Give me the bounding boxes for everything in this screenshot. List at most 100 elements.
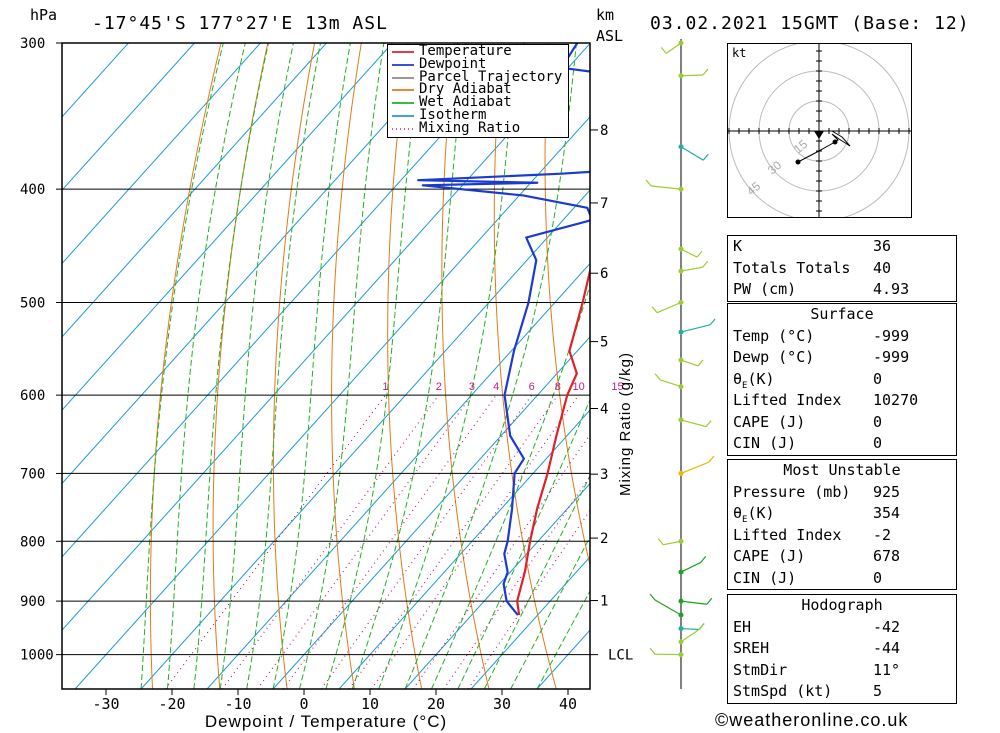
isotherm-line xyxy=(272,336,590,689)
legend-swatch xyxy=(392,63,414,66)
k-index-label: K xyxy=(733,237,743,255)
wind-barb-flag xyxy=(708,455,715,463)
stmspd-value: 5 xyxy=(873,682,883,700)
hodograph-plot: 15 30 45 xyxy=(728,40,911,222)
legend-label: Temperature xyxy=(419,43,512,59)
wind-barb-flag xyxy=(657,538,664,546)
temp-tick-label: -10 xyxy=(224,695,251,713)
height-tick-label: 1 xyxy=(600,594,608,610)
temp-tick-label: -30 xyxy=(92,695,119,713)
isotherm-line xyxy=(74,116,590,689)
skewt-axes: 123468101520253004005006007008009001000-… xyxy=(20,36,640,713)
most-unstable-panel: Most Unstable Pressure (mb) 925 θE(K) 354 … xyxy=(727,459,957,590)
isotherm-line xyxy=(470,556,590,689)
legend-swatch xyxy=(392,89,414,92)
height-tick-label: LCL xyxy=(608,648,633,664)
dry-adiabat-line xyxy=(544,43,590,568)
dry-adiabat-line xyxy=(493,43,557,689)
wet-adiabat-line xyxy=(193,43,269,689)
mu-cape-value: 678 xyxy=(873,547,901,565)
wet-adiabat-line xyxy=(431,283,590,689)
height-unit-km: km xyxy=(596,6,615,24)
legend-label: Isotherm xyxy=(419,106,487,123)
dry-adiabat-line xyxy=(441,43,490,689)
height-tick-label: 2 xyxy=(600,531,608,547)
datetime-title: 03.02.2021 15GMT (Base: 12) xyxy=(650,13,970,34)
legend-swatch xyxy=(392,51,414,53)
legend-item: Parcel Trajectory xyxy=(388,70,568,83)
wind-barb xyxy=(680,628,700,643)
isotherm-line xyxy=(140,189,590,689)
mu-pressure-value: 925 xyxy=(873,482,901,501)
pressure-tick-label: 1000 xyxy=(20,648,54,664)
wind-barb xyxy=(680,146,704,161)
mixing-ratio-value-label: 6 xyxy=(529,381,535,393)
legend-item: Temperature xyxy=(388,43,568,59)
mixing-ratio-axis-label: Mixing Ratio (g/kg) xyxy=(617,352,634,496)
isotherm-line xyxy=(62,43,590,631)
mu-theta-value: 354 xyxy=(873,504,901,522)
pressure-tick-label: 600 xyxy=(20,388,45,404)
wet-adiabat-line xyxy=(378,43,518,689)
legend-swatch xyxy=(392,102,414,105)
mixing-ratio-value-label: 3 xyxy=(469,381,475,393)
dry-adiabat-line xyxy=(387,43,423,689)
mu-cin-label: CIN (J) xyxy=(733,568,797,587)
wet-adiabat-line xyxy=(325,43,423,689)
mixing-ratio-line xyxy=(348,394,559,689)
wind-barb-flag xyxy=(702,260,709,268)
wind-barb xyxy=(680,561,702,573)
hodograph-panel: kt 15 30 45 xyxy=(727,40,912,222)
wind-profile xyxy=(645,39,716,689)
wet-adiabat-line xyxy=(140,43,224,689)
hodo-point xyxy=(795,159,801,165)
mixing-ratio-line xyxy=(370,394,580,689)
storm-motion-marker xyxy=(814,131,824,139)
isotherm-line xyxy=(62,43,459,485)
temperature-profile-line xyxy=(516,266,590,616)
wet-adiabat-line xyxy=(457,398,590,689)
temp-tick-label: 40 xyxy=(559,695,577,713)
indices-panel: K 36 Totals Totals 40 PW (cm) 4.93 xyxy=(727,235,957,302)
wind-barb-flag xyxy=(649,593,656,601)
legend-item: Dry Adiabat xyxy=(388,83,568,96)
isotherm-line xyxy=(62,43,261,265)
wind-barb xyxy=(663,540,682,546)
wind-barb-flag xyxy=(645,179,652,187)
mu-cin-value: 0 xyxy=(873,568,883,587)
wind-barb-flag xyxy=(697,359,704,367)
totals-label: Totals Totals xyxy=(733,258,851,277)
wet-adiabat-line xyxy=(246,43,321,689)
surface-cin-value: 0 xyxy=(873,434,883,452)
pressure-tick-label: 700 xyxy=(20,466,45,482)
wind-barb-flag xyxy=(706,597,713,605)
wet-adiabat-line xyxy=(219,43,294,689)
pressure-tick-label: 400 xyxy=(20,182,45,198)
wet-adiabat-line xyxy=(351,43,467,689)
pw-label: PW (cm) xyxy=(733,280,797,298)
wind-barb-flag xyxy=(651,306,658,314)
location-title: -17°45'S 177°27'E 13m ASL xyxy=(92,13,388,34)
wind-barb xyxy=(665,42,682,54)
surface-panel: Surface Temp (°C) -999 Dewp (°C) -999 θE(K… xyxy=(727,303,957,456)
wind-barb xyxy=(680,324,711,333)
x-axis-label: Dewpoint / Temperature (°C) xyxy=(205,712,447,731)
copyright-link[interactable]: ©weatheronline.co.uk xyxy=(715,710,909,730)
wind-barb-flag xyxy=(698,623,705,630)
pw-value: 4.93 xyxy=(873,280,910,298)
mu-li-label: Lifted Index xyxy=(733,525,842,544)
mixing-ratio-value-label: 10 xyxy=(573,381,585,393)
temp-tick-label: 10 xyxy=(361,695,379,713)
hodo-ring-15: 15 xyxy=(791,137,810,157)
isotherm-line xyxy=(404,482,590,689)
hodo-ring-30: 30 xyxy=(765,158,784,178)
height-tick-label: 8 xyxy=(600,123,608,139)
mixing-ratio-value-label: 8 xyxy=(555,381,561,393)
legend-label: Dry Adiabat xyxy=(419,81,512,98)
mu-pressure-label: Pressure (mb) xyxy=(733,482,851,501)
hodograph-unit: kt xyxy=(732,46,747,60)
surface-dewp-value: -999 xyxy=(873,348,910,366)
wind-barb-flag xyxy=(705,420,712,428)
surface-theta-value: 0 xyxy=(873,369,883,388)
wind-barb xyxy=(680,359,699,367)
